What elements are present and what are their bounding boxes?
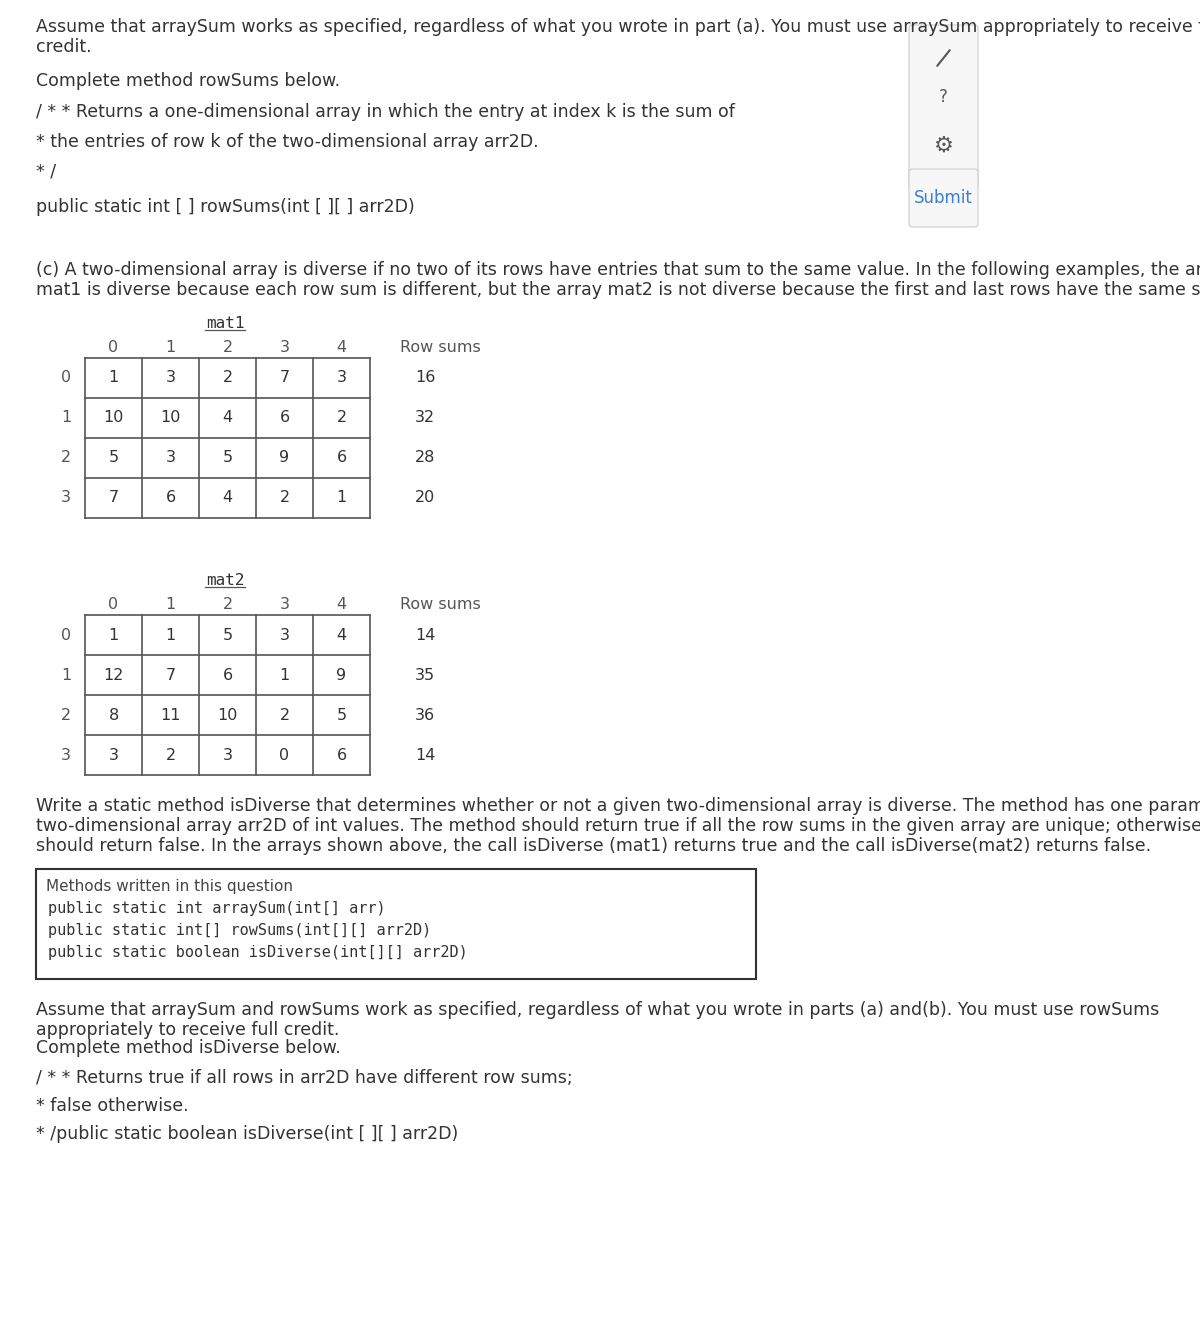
Text: 6: 6 [222,668,233,683]
Text: Row sums: Row sums [400,598,481,612]
Text: 3: 3 [108,748,119,762]
Text: 10: 10 [103,410,124,425]
Text: 10: 10 [161,410,181,425]
Text: 28: 28 [415,450,436,466]
Text: 3: 3 [166,371,175,385]
Text: 6: 6 [336,748,347,762]
Text: 1: 1 [166,340,175,355]
Text: 2: 2 [61,450,71,466]
Text: 14: 14 [415,748,436,762]
Text: mat1: mat1 [205,316,245,331]
Text: 32: 32 [415,410,436,425]
Text: 6: 6 [336,450,347,466]
Text: 2: 2 [222,371,233,385]
Text: public static int arraySum(int[] arr): public static int arraySum(int[] arr) [48,900,385,916]
Text: appropriately to receive full credit.: appropriately to receive full credit. [36,1021,340,1038]
Text: Methods written in this question: Methods written in this question [46,879,293,894]
Text: 12: 12 [103,668,124,683]
Text: 2: 2 [166,748,175,762]
Text: 4: 4 [336,628,347,643]
Text: / * * Returns a one-dimensional array in which the entry at index k is the sum o: / * * Returns a one-dimensional array in… [36,104,734,121]
Text: * /: * / [36,163,56,181]
Text: 2: 2 [280,708,289,722]
Text: 1: 1 [108,371,119,385]
Text: * false otherwise.: * false otherwise. [36,1097,188,1116]
Text: 3: 3 [336,371,347,385]
Text: 0: 0 [280,748,289,762]
Text: 10: 10 [217,708,238,722]
Text: 8: 8 [108,708,119,722]
Text: 4: 4 [336,598,347,612]
Text: 4: 4 [222,410,233,425]
Text: (c) A two-dimensional array is diverse if no two of its rows have entries that s: (c) A two-dimensional array is diverse i… [36,262,1200,279]
Text: mat1 is diverse because each row sum is different, but the array mat2 is not div: mat1 is diverse because each row sum is … [36,282,1200,299]
Text: 1: 1 [166,628,175,643]
Text: 20: 20 [415,490,436,506]
Text: should return false. In the arrays shown above, the call isDiverse (mat1) return: should return false. In the arrays shown… [36,837,1151,855]
Text: 36: 36 [415,708,436,722]
Text: 2: 2 [61,708,71,722]
Text: 1: 1 [280,668,289,683]
FancyBboxPatch shape [36,869,756,979]
Text: 11: 11 [161,708,181,722]
Text: 2: 2 [280,490,289,506]
Text: public static boolean isDiverse(int[][] arr2D): public static boolean isDiverse(int[][] … [48,946,468,960]
FancyBboxPatch shape [910,25,978,189]
Text: 1: 1 [166,598,175,612]
Text: ?: ? [940,88,948,106]
Text: Complete method isDiverse below.: Complete method isDiverse below. [36,1038,341,1057]
Text: * /public static boolean isDiverse(int [ ][ ] arr2D): * /public static boolean isDiverse(int [… [36,1125,458,1143]
Text: 4: 4 [222,490,233,506]
Text: 7: 7 [108,490,119,506]
Text: 2: 2 [222,340,233,355]
Text: 5: 5 [222,628,233,643]
Text: 35: 35 [415,668,436,683]
Text: 5: 5 [336,708,347,722]
Text: Assume that arraySum and rowSums work as specified, regardless of what you wrote: Assume that arraySum and rowSums work as… [36,1001,1159,1019]
Text: 1: 1 [61,668,71,683]
Text: Complete method rowSums below.: Complete method rowSums below. [36,72,340,90]
Text: 16: 16 [415,371,436,385]
Text: * the entries of row k of the two-dimensional array arr2D.: * the entries of row k of the two-dimens… [36,133,539,151]
Text: Submit: Submit [914,189,973,207]
Text: Row sums: Row sums [400,340,481,355]
Text: 4: 4 [336,340,347,355]
Text: 1: 1 [61,410,71,425]
Text: 7: 7 [280,371,289,385]
Text: 3: 3 [280,598,289,612]
Text: 3: 3 [166,450,175,466]
Text: 5: 5 [108,450,119,466]
Text: 14: 14 [415,628,436,643]
Text: public static int [ ] rowSums(int [ ][ ] arr2D): public static int [ ] rowSums(int [ ][ ]… [36,198,415,216]
Text: 6: 6 [166,490,175,506]
Text: 7: 7 [166,668,175,683]
Text: 9: 9 [280,450,289,466]
Text: 3: 3 [61,490,71,506]
Text: mat2: mat2 [205,572,245,588]
Text: 5: 5 [222,450,233,466]
Text: public static int[] rowSums(int[][] arr2D): public static int[] rowSums(int[][] arr2… [48,923,431,938]
Text: Write a static method isDiverse that determines whether or not a given two-dimen: Write a static method isDiverse that det… [36,797,1200,815]
Text: 0: 0 [108,340,119,355]
Text: ⚙: ⚙ [934,135,954,155]
Text: 3: 3 [61,748,71,762]
Text: 0: 0 [61,628,71,643]
Text: 0: 0 [61,371,71,385]
Text: 2: 2 [222,598,233,612]
Text: credit.: credit. [36,39,91,56]
Text: 3: 3 [280,628,289,643]
Text: 3: 3 [280,340,289,355]
Text: 6: 6 [280,410,289,425]
Text: two-dimensional array arr2D of int values. The method should return true if all : two-dimensional array arr2D of int value… [36,817,1200,835]
Text: / * * Returns true if all rows in arr2D have different row sums;: / * * Returns true if all rows in arr2D … [36,1069,572,1088]
Text: 2: 2 [336,410,347,425]
Text: 0: 0 [108,598,119,612]
FancyBboxPatch shape [910,169,978,227]
Text: 1: 1 [336,490,347,506]
Text: 9: 9 [336,668,347,683]
Text: 1: 1 [108,628,119,643]
Text: 3: 3 [222,748,233,762]
Text: Assume that arraySum works as specified, regardless of what you wrote in part (a: Assume that arraySum works as specified,… [36,19,1200,36]
